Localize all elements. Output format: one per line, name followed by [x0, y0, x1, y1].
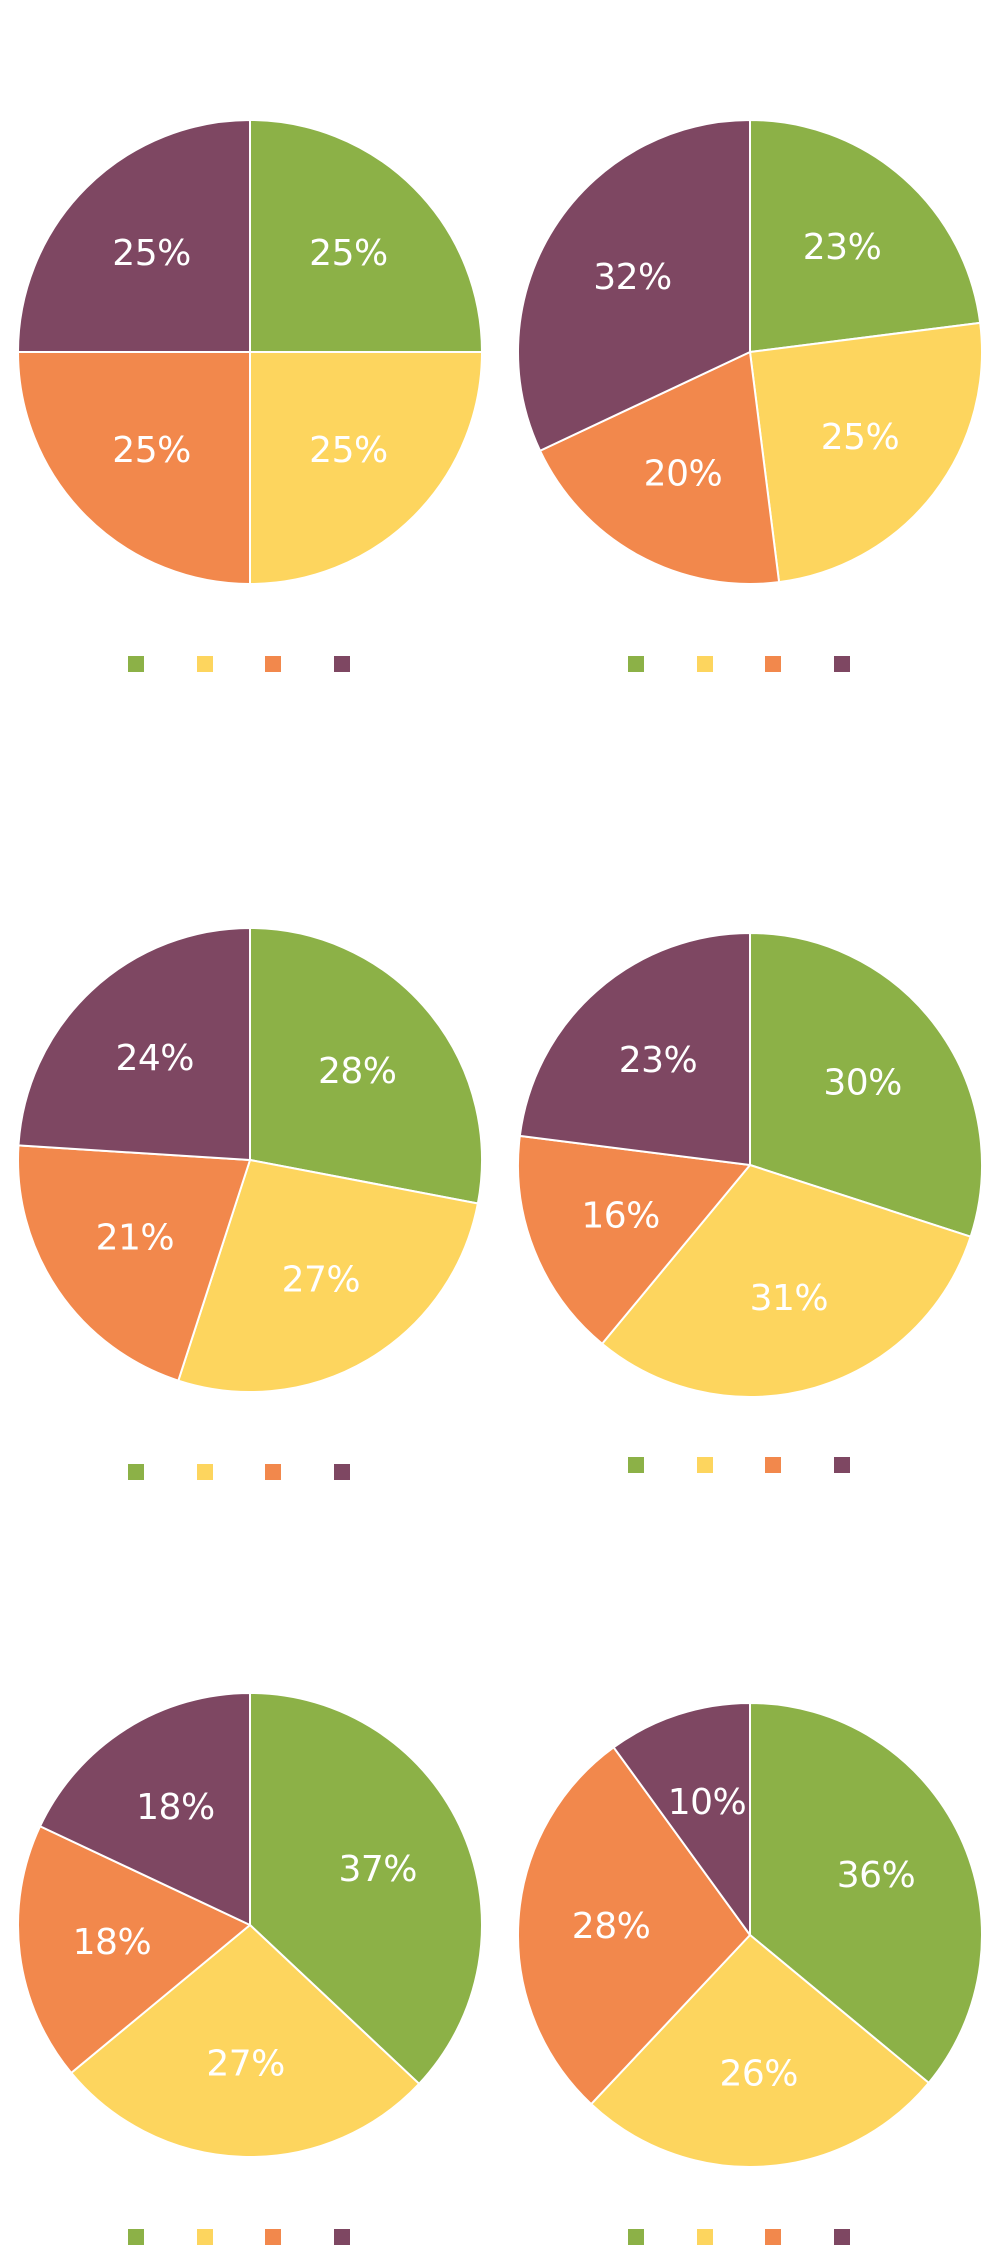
pie-slice-1 — [749, 1702, 983, 2084]
legend-swatch-4 — [334, 1464, 350, 1480]
pie-chart-5: 37% 27% 18% 18% — [17, 1692, 483, 2245]
pie-slice-2 — [590, 1934, 930, 2168]
legend-swatch-2 — [197, 1464, 213, 1480]
legend-swatch-4 — [834, 1457, 850, 1473]
pie-slice-3 — [17, 1825, 251, 2074]
pie-chart-1: 25% 25% 25% 25% — [17, 119, 483, 672]
pie-slice-3 — [17, 1144, 251, 1382]
slice-percent-label: 18% — [73, 1922, 152, 1963]
pie-slice-4 — [518, 932, 751, 1166]
pie-slice-4 — [612, 1702, 751, 1936]
legend-swatch-1 — [628, 2229, 644, 2245]
pie-slice-4 — [517, 119, 751, 452]
pie-slice-3 — [517, 1746, 751, 2106]
legend-swatch-1 — [128, 656, 144, 672]
slice-percent-label: 26% — [719, 2053, 798, 2094]
pie-slice-2 — [749, 321, 983, 584]
slice-percent-label: 28% — [318, 1051, 397, 1092]
pie-slice-3 — [517, 1134, 751, 1345]
pie-chart-6: 36% 26% 28% 10% — [517, 1702, 983, 2245]
slice-percent-label: 25% — [112, 233, 191, 274]
pie-slice-2 — [177, 1159, 479, 1394]
legend-swatch-2 — [197, 2229, 213, 2245]
legend-swatch-3 — [265, 2229, 281, 2245]
legend-swatch-3 — [765, 1457, 781, 1473]
slice-percent-label: 10% — [668, 1782, 747, 1823]
pie-chart-4: 30% 31% 16% 23% — [517, 932, 983, 1473]
legend-swatch-4 — [334, 656, 350, 672]
slice-percent-label: 23% — [803, 227, 882, 268]
slice-percent-label: 25% — [821, 417, 900, 458]
pie-chart-3: 28% 27% 21% 24% — [17, 927, 483, 1480]
slice-percent-label: 36% — [837, 1855, 916, 1896]
pie-slice-2 — [70, 1924, 421, 2158]
legend-swatch-3 — [765, 2229, 781, 2245]
pie-slice-2 — [249, 351, 483, 585]
slice-percent-label: 21% — [96, 1218, 175, 1259]
pie-slice-4 — [39, 1692, 251, 1926]
slice-percent-label: 32% — [593, 257, 672, 298]
pie-slice-4 — [17, 927, 251, 1161]
pie-slice-1 — [749, 932, 983, 1238]
slice-percent-label: 20% — [644, 453, 723, 494]
legend-swatch-1 — [628, 1457, 644, 1473]
legend-swatch-1 — [628, 656, 644, 672]
slice-percent-label: 25% — [309, 430, 388, 471]
legend-swatch-3 — [765, 656, 781, 672]
pie-slice-3 — [17, 351, 251, 585]
slice-percent-label: 28% — [572, 1906, 651, 1947]
slice-percent-label: 31% — [750, 1278, 829, 1319]
legend-swatch-4 — [834, 656, 850, 672]
legend-swatch-2 — [197, 656, 213, 672]
legend-swatch-2 — [697, 1457, 713, 1473]
pie-slice-1 — [249, 1692, 483, 2085]
legend-swatch-2 — [697, 2229, 713, 2245]
pie-slice-4 — [17, 119, 251, 353]
slice-percent-label: 30% — [823, 1063, 902, 1104]
pie-slice-3 — [539, 351, 781, 585]
slice-percent-label: 24% — [115, 1038, 194, 1079]
slice-percent-label: 27% — [282, 1259, 361, 1300]
slice-percent-label: 25% — [309, 233, 388, 274]
slice-percent-label: 23% — [619, 1040, 698, 1081]
slice-percent-label: 27% — [206, 2044, 285, 2085]
legend-swatch-1 — [128, 1464, 144, 1480]
legend-swatch-1 — [128, 2229, 144, 2245]
pie-slice-1 — [749, 119, 982, 353]
pie-chart-2: 23% 25% 20% 32% — [517, 119, 983, 672]
legend-swatch-3 — [265, 1464, 281, 1480]
pie-slice-1 — [249, 927, 483, 1205]
legend-swatch-2 — [697, 656, 713, 672]
slice-percent-label: 25% — [112, 430, 191, 471]
legend-swatch-3 — [265, 656, 281, 672]
pie-slice-2 — [601, 1164, 972, 1398]
slice-percent-label: 18% — [136, 1787, 215, 1828]
slice-percent-label: 16% — [581, 1196, 660, 1237]
legend-swatch-4 — [834, 2229, 850, 2245]
legend-swatch-4 — [334, 2229, 350, 2245]
pie-slice-1 — [249, 119, 483, 353]
slice-percent-label: 37% — [338, 1849, 417, 1890]
